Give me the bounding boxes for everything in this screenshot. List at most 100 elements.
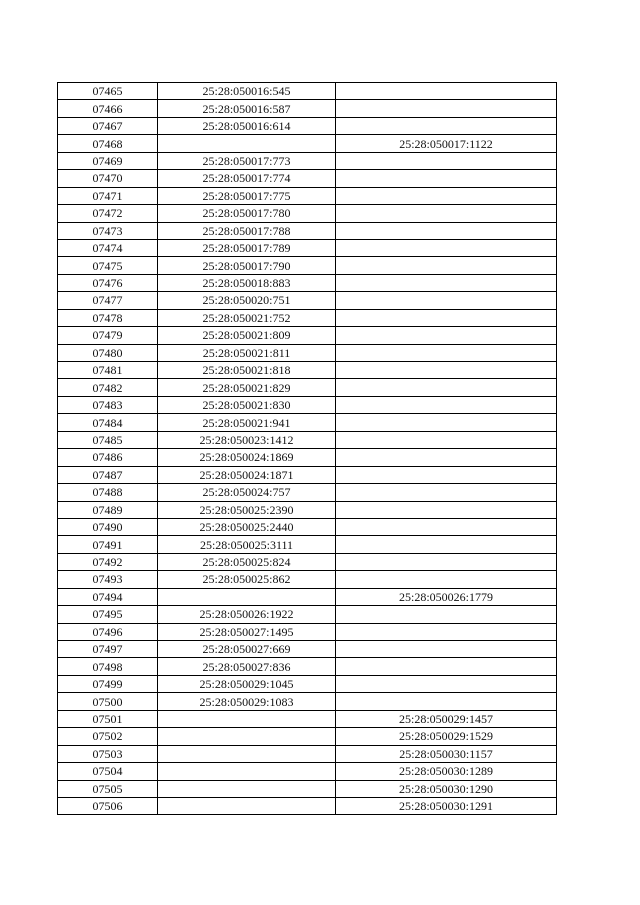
table-row: 07505 25:28:050030:1290 — [57, 779, 557, 798]
cadastral-number-alt-cell — [335, 343, 557, 363]
cadastral-number-cell: 25:28:050016:587 — [157, 99, 336, 118]
cadastral-number-alt-cell: 25:28:050030:1291 — [335, 796, 557, 816]
row-number-cell: 07470 — [57, 169, 158, 188]
cadastral-number-alt-cell — [335, 291, 557, 310]
cadastral-number-alt-cell — [335, 622, 557, 642]
row-number-cell: 07503 — [57, 744, 158, 764]
table-row: 07477 25:28:050020:751 — [57, 291, 557, 310]
table-row: 07467 25:28:050016:614 — [57, 116, 557, 136]
row-number-cell: 07489 — [57, 500, 158, 519]
table-row: 07491 25:28:050025:3111 — [57, 535, 557, 554]
cadastral-number-alt-cell — [335, 395, 557, 415]
cadastral-number-alt-cell: 25:28:050017:1122 — [335, 134, 557, 153]
cadastral-number-cell: 25:28:050017:790 — [157, 256, 336, 275]
table-row: 07502 25:28:050029:1529 — [57, 727, 557, 746]
cadastral-number-alt-cell: 25:28:050029:1457 — [335, 709, 557, 729]
table-row: 07501 25:28:050029:1457 — [57, 709, 557, 729]
row-number-cell: 07491 — [57, 535, 158, 554]
cadastral-number-cell: 25:28:050021:830 — [157, 395, 336, 415]
row-number-cell: 07505 — [57, 779, 158, 798]
cadastral-number-alt-cell — [335, 326, 557, 345]
table-row: 07480 25:28:050021:811 — [57, 343, 557, 363]
cadastral-table: 07465 25:28:050016:545 07466 25:28:050016:5… — [57, 81, 557, 816]
cadastral-number-cell: 25:28:050021:811 — [157, 343, 336, 363]
cadastral-number-cell: 25:28:050026:1922 — [157, 605, 336, 624]
cadastral-number-cell: 25:28:050017:780 — [157, 204, 336, 223]
cadastral-number-alt-cell — [335, 413, 557, 432]
cadastral-number-alt-cell — [335, 448, 557, 467]
cadastral-number-alt-cell — [335, 360, 557, 380]
table-row: 07474 25:28:050017:789 — [57, 238, 557, 258]
cadastral-number-cell: 25:28:050018:883 — [157, 273, 336, 293]
row-number-cell: 07494 — [57, 587, 158, 607]
table-row: 07487 25:28:050024:1871 — [57, 465, 557, 485]
row-number-cell: 07487 — [57, 465, 158, 485]
cadastral-number-cell: 25:28:050029:1083 — [157, 692, 336, 711]
table-row: 07492 25:28:050025:824 — [57, 552, 557, 572]
cadastral-number-alt-cell — [335, 692, 557, 711]
cadastral-number-cell — [157, 587, 336, 607]
table-row: 07481 25:28:050021:818 — [57, 360, 557, 380]
cadastral-number-alt-cell — [335, 308, 557, 328]
table-row: 07479 25:28:050021:809 — [57, 326, 557, 345]
table-row: 07472 25:28:050017:780 — [57, 204, 557, 223]
cadastral-number-cell: 25:28:050027:669 — [157, 639, 336, 659]
row-number-cell: 07481 — [57, 360, 158, 380]
row-number-cell: 07472 — [57, 204, 158, 223]
cadastral-number-cell: 25:28:050024:1871 — [157, 465, 336, 485]
table-row: 07500 25:28:050029:1083 — [57, 692, 557, 711]
row-number-cell: 07490 — [57, 517, 158, 537]
cadastral-number-alt-cell — [335, 517, 557, 537]
table-row: 07489 25:28:050025:2390 — [57, 500, 557, 519]
cadastral-number-alt-cell — [335, 186, 557, 206]
row-number-cell: 07474 — [57, 238, 158, 258]
row-number-cell: 07475 — [57, 256, 158, 275]
cadastral-number-cell: 25:28:050021:818 — [157, 360, 336, 380]
cadastral-number-cell: 25:28:050023:1412 — [157, 430, 336, 450]
table-row: 07488 25:28:050024:757 — [57, 483, 557, 502]
row-number-cell: 07502 — [57, 727, 158, 746]
cadastral-number-cell: 25:28:050029:1045 — [157, 674, 336, 694]
cadastral-number-cell: 25:28:050017:774 — [157, 169, 336, 188]
table-body: 07465 25:28:050016:545 07466 25:28:050016:5… — [57, 81, 557, 816]
cadastral-number-cell: 25:28:050021:829 — [157, 378, 336, 397]
cadastral-number-alt-cell — [335, 204, 557, 223]
cadastral-number-alt-cell — [335, 570, 557, 589]
cadastral-number-cell: 25:28:050024:1869 — [157, 448, 336, 467]
table-row: 07475 25:28:050017:790 — [57, 256, 557, 275]
row-number-cell: 07485 — [57, 430, 158, 450]
cadastral-number-alt-cell: 25:28:050030:1289 — [335, 762, 557, 781]
cadastral-number-alt-cell — [335, 116, 557, 136]
cadastral-number-alt-cell — [335, 605, 557, 624]
row-number-cell: 07497 — [57, 639, 158, 659]
cadastral-number-alt-cell — [335, 81, 557, 101]
row-number-cell: 07504 — [57, 762, 158, 781]
row-number-cell: 07482 — [57, 378, 158, 397]
row-number-cell: 07467 — [57, 116, 158, 136]
cadastral-number-cell — [157, 727, 336, 746]
table-row: 07468 25:28:050017:1122 — [57, 134, 557, 153]
cadastral-number-alt-cell — [335, 674, 557, 694]
cadastral-number-alt-cell — [335, 256, 557, 275]
cadastral-number-cell: 25:28:050021:941 — [157, 413, 336, 432]
cadastral-number-cell — [157, 134, 336, 153]
cadastral-number-cell: 25:28:050017:789 — [157, 238, 336, 258]
table-row: 07503 25:28:050030:1157 — [57, 744, 557, 764]
table-row: 07484 25:28:050021:941 — [57, 413, 557, 432]
cadastral-number-cell: 25:28:050024:757 — [157, 483, 336, 502]
table-row: 07493 25:28:050025:862 — [57, 570, 557, 589]
row-number-cell: 07498 — [57, 657, 158, 676]
table-row: 07471 25:28:050017:775 — [57, 186, 557, 206]
cadastral-number-alt-cell — [335, 465, 557, 485]
cadastral-number-cell — [157, 796, 336, 816]
row-number-cell: 07499 — [57, 674, 158, 694]
row-number-cell: 07501 — [57, 709, 158, 729]
table-row: 07485 25:28:050023:1412 — [57, 430, 557, 450]
cadastral-number-alt-cell — [335, 500, 557, 519]
table-row: 07482 25:28:050021:829 — [57, 378, 557, 397]
row-number-cell: 07483 — [57, 395, 158, 415]
cadastral-number-cell: 25:28:050027:1495 — [157, 622, 336, 642]
table-row: 07470 25:28:050017:774 — [57, 169, 557, 188]
table-row: 07494 25:28:050026:1779 — [57, 587, 557, 607]
table-row: 07504 25:28:050030:1289 — [57, 762, 557, 781]
